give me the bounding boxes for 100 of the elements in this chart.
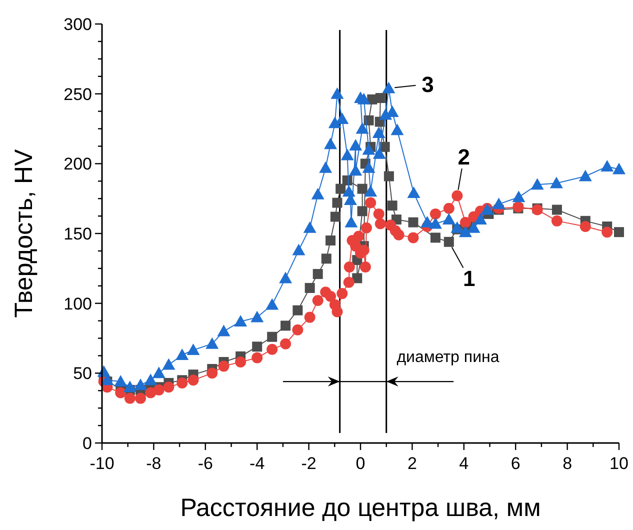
x-tick-label: 8: [562, 454, 572, 473]
point: [393, 229, 404, 240]
point: [344, 262, 355, 273]
point: [206, 337, 219, 349]
point: [443, 202, 454, 214]
point: [336, 112, 349, 124]
point: [321, 254, 332, 264]
point: [460, 216, 471, 228]
point: [312, 269, 323, 280]
x-tick-label: -10: [90, 454, 114, 473]
y-tick-label: 250: [64, 84, 92, 104]
point: [163, 382, 174, 393]
y-tick-label: 50: [73, 364, 92, 384]
x-tick-label: 10: [610, 454, 628, 473]
point: [492, 198, 506, 210]
point: [343, 276, 354, 288]
point: [303, 221, 316, 233]
point: [123, 380, 136, 392]
y-axis-title: Твердость, HV: [10, 148, 38, 318]
point: [304, 282, 315, 293]
point: [311, 188, 324, 200]
point: [176, 348, 189, 360]
point: [206, 368, 218, 379]
y-tick-label: 300: [64, 14, 92, 34]
point: [390, 124, 404, 136]
point: [124, 392, 136, 404]
annotation: 2: [458, 144, 470, 170]
point: [134, 378, 148, 390]
annotation: диаметр пина: [396, 348, 500, 366]
point: [292, 305, 303, 316]
point: [407, 186, 420, 198]
point: [266, 344, 278, 355]
point: [267, 332, 278, 342]
point: [266, 298, 279, 310]
point: [349, 139, 362, 151]
x-tick-label: -8: [146, 454, 162, 473]
point: [326, 235, 336, 246]
point: [474, 213, 487, 225]
point: [372, 147, 386, 159]
point: [188, 374, 199, 386]
point: [280, 338, 292, 350]
point: [362, 143, 376, 155]
y-tick-label: 150: [64, 224, 92, 244]
x-tick-label: 6: [510, 454, 520, 473]
point: [292, 324, 304, 336]
point: [600, 160, 614, 172]
point: [580, 221, 591, 232]
point: [360, 262, 371, 273]
point: [349, 164, 362, 176]
point: [176, 377, 188, 388]
point: [373, 208, 384, 220]
point: [304, 312, 316, 323]
point: [330, 87, 344, 99]
point: [218, 360, 230, 372]
point: [319, 161, 332, 173]
point: [357, 92, 370, 104]
point: [336, 184, 346, 194]
point: [252, 342, 262, 352]
point: [162, 358, 176, 370]
point: [144, 374, 158, 386]
point: [552, 204, 562, 215]
point: [430, 232, 440, 243]
point: [353, 230, 364, 242]
point: [614, 227, 624, 238]
point: [428, 217, 442, 229]
point: [442, 213, 456, 225]
point: [153, 384, 164, 396]
point: [357, 206, 368, 216]
annotation: 3: [422, 72, 434, 97]
point: [408, 232, 419, 244]
point: [234, 314, 248, 326]
point: [458, 226, 472, 238]
point: [217, 324, 230, 336]
point: [578, 170, 592, 182]
x-tick-label: 4: [459, 454, 469, 473]
point: [365, 197, 376, 208]
point: [342, 185, 356, 197]
point: [344, 216, 358, 228]
point: [452, 190, 463, 202]
annotation: 1: [462, 266, 476, 291]
point: [372, 126, 386, 138]
point: [364, 115, 374, 126]
point: [550, 176, 563, 188]
point: [336, 288, 348, 300]
point: [444, 236, 454, 247]
point: [512, 190, 526, 202]
point: [114, 375, 128, 387]
point: [324, 138, 338, 150]
x-tick-label: -4: [250, 454, 265, 473]
point: [387, 200, 398, 211]
point: [332, 198, 342, 208]
point: [280, 320, 291, 331]
point: [352, 273, 362, 284]
point: [420, 216, 434, 228]
x-tick-label: -6: [198, 454, 213, 473]
point: [252, 352, 263, 364]
point: [328, 116, 342, 128]
x-tick-label: 2: [407, 454, 417, 473]
point: [384, 171, 394, 182]
point: [135, 392, 146, 404]
